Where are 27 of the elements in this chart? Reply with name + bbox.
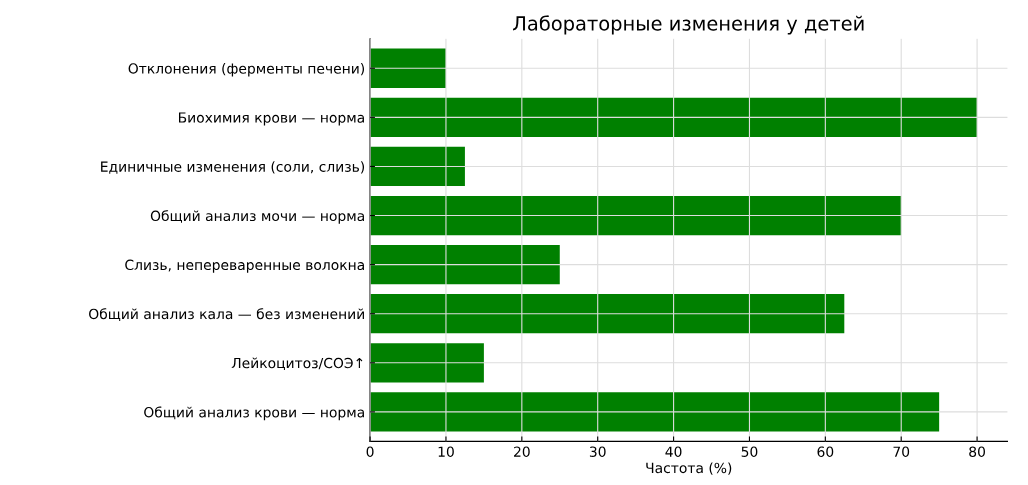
x-tick-label: 40 <box>665 446 682 457</box>
chart-title: Лабораторные изменения у детей <box>513 15 864 35</box>
x-tick-label: 30 <box>589 446 606 457</box>
y-tick-label: Общий анализ крови — норма <box>144 406 364 421</box>
bar <box>370 392 940 432</box>
y-tick-label: Общий анализ кала — без изменений <box>89 308 364 321</box>
x-tick-label: 80 <box>969 446 985 457</box>
bar <box>370 97 978 137</box>
y-tick-label: Лейкоцитоз/СОЭ↑ <box>231 357 363 370</box>
bar <box>370 195 902 236</box>
x-tick-label: 50 <box>741 446 758 457</box>
bar <box>370 146 465 187</box>
x-axis-title: Частота (%) <box>646 462 732 475</box>
x-tick-label: 0 <box>366 446 374 457</box>
y-tick-label: Отклонения (ферменты печени) <box>128 62 365 77</box>
y-tick-label: Биохимия крови — норма <box>178 112 364 126</box>
bar <box>370 343 484 383</box>
x-tick-label: 10 <box>438 446 454 457</box>
bar <box>370 48 446 88</box>
y-tick-label: Единичные изменения (соли, слизь) <box>101 161 365 174</box>
x-tick-label: 60 <box>817 446 834 457</box>
x-tick-label: 20 <box>514 446 530 457</box>
bar <box>370 244 560 285</box>
x-tick-label: 70 <box>893 446 910 457</box>
y-tick-label: Слизь, непереваренные волокна <box>125 259 364 273</box>
y-tick-label: Общий анализ мочи — норма <box>150 210 364 224</box>
bar <box>370 294 845 334</box>
